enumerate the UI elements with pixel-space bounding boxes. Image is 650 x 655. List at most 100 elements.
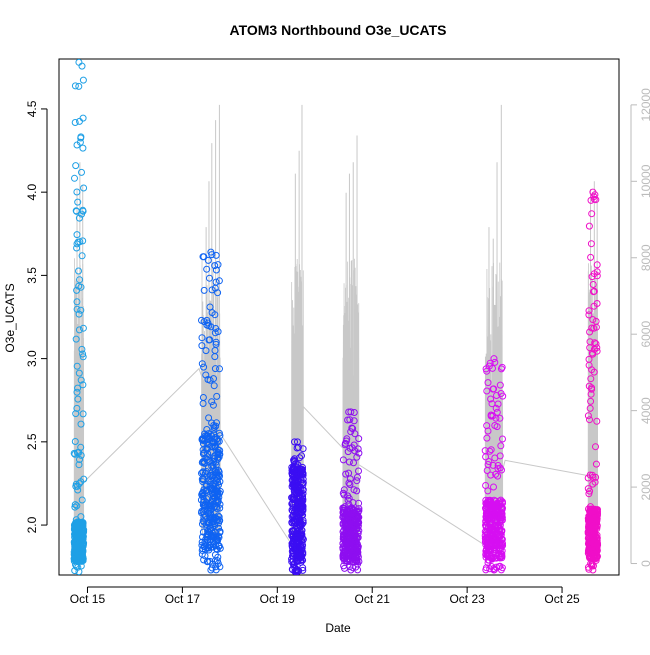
data-point xyxy=(497,365,505,373)
data-point xyxy=(498,466,505,474)
data-point xyxy=(493,408,501,416)
data-point xyxy=(585,546,593,554)
data-point xyxy=(485,458,493,465)
data-point xyxy=(492,404,500,412)
data-point xyxy=(351,518,359,526)
data-point xyxy=(211,468,219,476)
data-point xyxy=(73,231,81,239)
data-point xyxy=(210,458,218,466)
data-point xyxy=(71,174,78,182)
data-point xyxy=(489,412,497,420)
data-point xyxy=(78,168,85,176)
data-point xyxy=(77,543,85,551)
data-point xyxy=(79,114,87,122)
data-point xyxy=(341,441,349,449)
data-point xyxy=(80,184,88,192)
data-point xyxy=(214,478,222,486)
data-point xyxy=(483,434,491,442)
data-point xyxy=(75,461,83,469)
data-point xyxy=(79,381,87,389)
data-point xyxy=(201,502,208,510)
data-point xyxy=(588,535,596,543)
data-point xyxy=(346,525,354,532)
data-point xyxy=(71,82,79,90)
data-point xyxy=(487,471,495,479)
data-point xyxy=(210,500,218,508)
x-tick-label: Oct 19 xyxy=(260,592,296,606)
data-point xyxy=(591,339,599,347)
data-point xyxy=(587,253,595,261)
data-point xyxy=(77,478,85,486)
data-point xyxy=(79,76,87,84)
data-point xyxy=(585,311,593,319)
data-point xyxy=(355,449,363,457)
data-point xyxy=(482,529,490,536)
data-point xyxy=(75,214,83,222)
data-point xyxy=(206,536,214,543)
data-point xyxy=(298,479,306,487)
data-point xyxy=(483,467,491,474)
data-point xyxy=(484,559,492,567)
data-point xyxy=(208,531,216,539)
data-point xyxy=(488,400,496,408)
data-point xyxy=(487,395,495,403)
data-point xyxy=(344,519,352,527)
data-point xyxy=(487,541,494,549)
data-point xyxy=(294,487,302,495)
data-point xyxy=(589,566,597,574)
data-point xyxy=(211,284,219,292)
data-point xyxy=(294,540,302,548)
data-point xyxy=(71,503,79,511)
data-point xyxy=(347,566,355,574)
y-tick-label: 4.5 xyxy=(25,100,39,117)
data-point xyxy=(299,445,307,453)
data-point xyxy=(202,371,210,379)
data-point xyxy=(585,382,593,390)
data-point xyxy=(593,515,601,523)
data-point xyxy=(482,482,490,489)
data-point xyxy=(486,447,494,455)
y-right-tick-label: 6000 xyxy=(639,321,650,348)
data-point xyxy=(209,401,217,409)
data-point xyxy=(342,470,350,478)
data-point xyxy=(587,390,595,398)
data-point xyxy=(77,376,85,384)
data-point xyxy=(482,510,490,517)
data-point xyxy=(198,342,206,350)
data-point xyxy=(348,533,356,541)
data-point xyxy=(288,527,296,535)
data-point xyxy=(205,414,213,422)
data-point xyxy=(74,557,82,565)
data-point xyxy=(73,298,81,306)
data-point xyxy=(497,531,505,539)
data-point xyxy=(496,381,504,389)
data-point xyxy=(482,564,490,572)
y-tick-label: 3.0 xyxy=(25,350,39,367)
data-point xyxy=(293,438,301,446)
data-point xyxy=(589,188,597,196)
data-point xyxy=(593,261,601,269)
data-point xyxy=(76,276,84,284)
data-point xyxy=(355,435,363,443)
data-point xyxy=(592,323,600,331)
data-point xyxy=(208,502,216,510)
data-point xyxy=(294,533,301,541)
data-point xyxy=(75,58,83,66)
data-point xyxy=(491,535,498,543)
data-point xyxy=(339,519,347,527)
data-point xyxy=(339,456,347,464)
data-point xyxy=(73,240,81,248)
data-point xyxy=(482,517,490,525)
data-point xyxy=(207,566,215,574)
data-point xyxy=(590,287,598,295)
data-point xyxy=(589,480,597,488)
y-right-tick-label: 10000 xyxy=(639,164,650,198)
data-point xyxy=(299,493,307,500)
data-point xyxy=(585,355,593,363)
data-point xyxy=(291,554,299,562)
data-point xyxy=(210,503,218,511)
data-point xyxy=(214,560,222,567)
data-point xyxy=(72,516,80,524)
data-point xyxy=(353,487,361,495)
